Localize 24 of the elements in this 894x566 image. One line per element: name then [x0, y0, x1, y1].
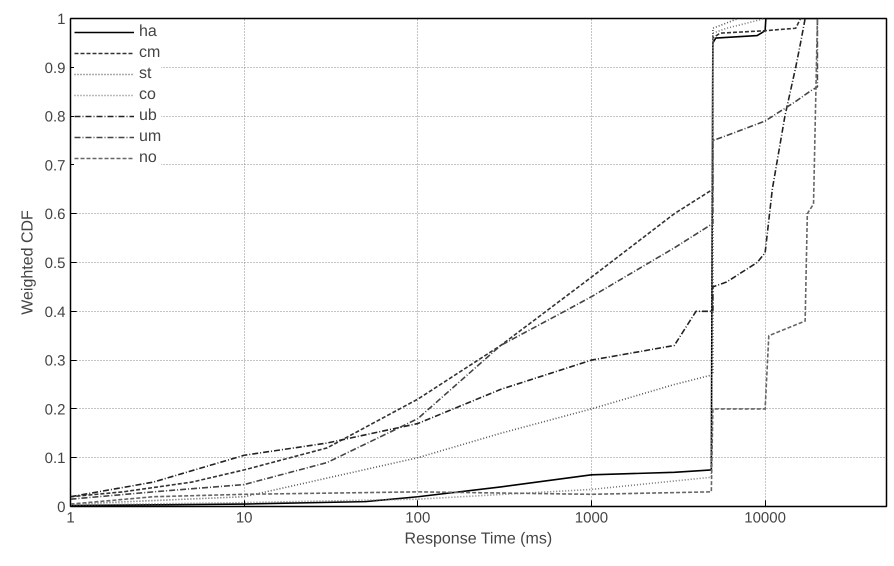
- legend-label: ha: [139, 23, 158, 41]
- legend-label: ub: [139, 107, 158, 125]
- x-tick-label: 10000: [744, 510, 786, 526]
- y-tick-label: 0.1: [44, 450, 66, 468]
- y-tick-label: 1: [57, 11, 66, 28]
- x-tick-label: 100: [405, 510, 430, 526]
- y-axis-title: Weighted CDF: [20, 210, 37, 315]
- y-tick-label: 0.5: [44, 255, 66, 272]
- y-tick-label: 0.3: [44, 352, 66, 370]
- y-tick-label: 0: [57, 499, 66, 516]
- y-tick-label: 0.2: [44, 401, 66, 418]
- y-tick-label: 0.7: [44, 157, 66, 174]
- x-tick-label: 1000: [574, 510, 608, 526]
- y-tick-label: 0.8: [44, 108, 66, 126]
- legend-label: no: [139, 149, 158, 167]
- legend-label: st: [139, 65, 152, 83]
- x-tick-label: 10: [236, 510, 252, 526]
- y-tick-label: 0.6: [44, 206, 66, 224]
- y-tick-label: 0.9: [44, 60, 66, 77]
- x-axis-title: Response Time (ms): [404, 530, 552, 548]
- legend-label: cm: [139, 44, 160, 62]
- legend-label: co: [139, 86, 157, 104]
- y-tick-label: 0.4: [44, 304, 66, 321]
- legend-label: um: [139, 128, 162, 146]
